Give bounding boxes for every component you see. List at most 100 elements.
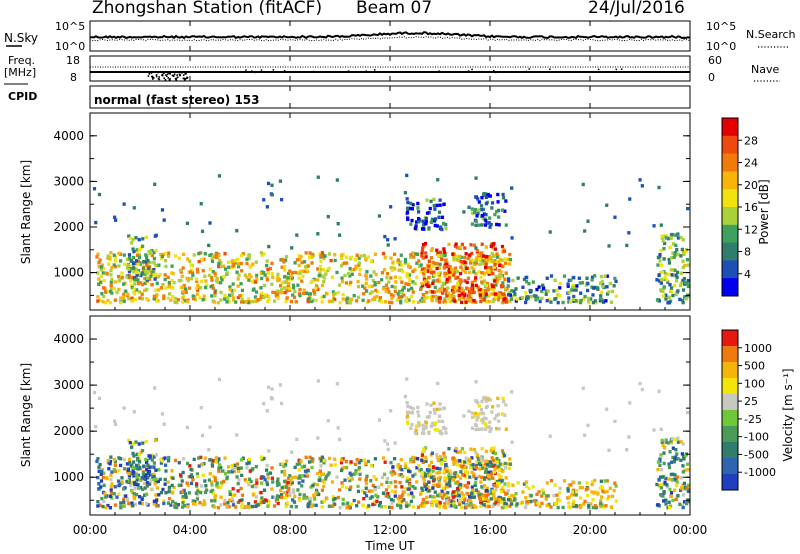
- velocity-cell: [671, 455, 675, 460]
- velocity-cell: [415, 424, 419, 428]
- velocity-cell: [491, 447, 495, 451]
- velocity-cell: [443, 504, 447, 508]
- velocity-cell: [108, 494, 113, 499]
- velocity-cell: [481, 458, 486, 463]
- power-cell: [142, 276, 147, 281]
- velocity-cell: [600, 495, 604, 499]
- power-cell: [138, 296, 142, 300]
- velocity-cell: [185, 425, 190, 430]
- power-cell: [443, 299, 447, 303]
- power-cell: [600, 290, 604, 294]
- velocity-cell: [420, 453, 425, 457]
- velocity-cell: [170, 469, 174, 473]
- velocity-cell: [424, 487, 429, 492]
- velocity-cell: [114, 422, 118, 427]
- power-cell: [132, 255, 136, 260]
- power-cell: [683, 280, 687, 285]
- velocity-cell: [171, 476, 175, 480]
- power-cell: [659, 248, 663, 253]
- power-cell: [407, 298, 411, 302]
- velocity-cell: [228, 490, 232, 494]
- velocity-cell: [336, 495, 340, 500]
- velocity-cell: [507, 497, 511, 502]
- power-cell: [267, 244, 271, 249]
- velocity-cell: [144, 464, 148, 469]
- velocity-cell: [628, 401, 632, 405]
- power-cell: [283, 258, 288, 263]
- power-cell: [302, 260, 307, 264]
- power-cell: [489, 267, 494, 272]
- velocity-cell: [176, 502, 180, 507]
- power-cell: [553, 278, 557, 282]
- velocity-cell: [117, 479, 121, 483]
- power-cell: [575, 284, 579, 288]
- power-cell: [371, 279, 375, 283]
- velocity-cell: [285, 493, 289, 498]
- power-cell: [357, 256, 361, 260]
- velocity-cell: [503, 466, 508, 470]
- power-cell: [375, 294, 379, 299]
- velocity-cell: [174, 458, 178, 463]
- velocity-cell: [427, 480, 431, 485]
- velocity-cell: [470, 411, 474, 415]
- velocity-cell: [463, 460, 467, 464]
- power-cell: [243, 273, 247, 277]
- velocity-cell: [479, 504, 483, 509]
- velocity-cell: [325, 496, 329, 501]
- velocity-cell: [377, 485, 381, 489]
- power-cell: [468, 298, 472, 302]
- velocity-cell: [243, 478, 247, 482]
- power-cell: [141, 282, 145, 287]
- power-cell: [145, 276, 150, 280]
- power-cell: [452, 255, 456, 260]
- velocity-cell: [421, 497, 425, 502]
- velocity-cell: [136, 486, 141, 491]
- velocity-cell: [272, 504, 277, 508]
- velocity-cell: [488, 398, 492, 402]
- velocity-cell: [474, 488, 478, 492]
- power-cell: [266, 271, 270, 275]
- velocity-cell: [383, 505, 388, 509]
- velocity-cell: [603, 479, 607, 483]
- power-cell: [497, 223, 501, 227]
- velocity-cell: [136, 467, 140, 471]
- velocity-cell: [432, 477, 437, 482]
- velocity-cell: [410, 411, 414, 415]
- velocity-cell: [270, 397, 274, 401]
- power-cell: [133, 278, 137, 282]
- power-cell: [231, 282, 235, 286]
- power-cell: [473, 207, 478, 212]
- velocity-cell: [460, 497, 464, 501]
- power-cell: [108, 301, 113, 305]
- velocity-cell: [270, 476, 274, 480]
- velocity-cell: [436, 381, 440, 386]
- velocity-cell: [292, 500, 297, 504]
- velocity-cell: [662, 461, 666, 466]
- velocity-cell: [561, 505, 565, 510]
- colorbar-segment: [722, 346, 738, 363]
- power-cell: [439, 288, 443, 292]
- velocity-cell: [521, 490, 525, 494]
- velocity-cell: [409, 460, 413, 464]
- power-cell: [510, 186, 514, 190]
- velocity-cell: [513, 497, 517, 501]
- power-cell: [364, 281, 368, 286]
- power-cell: [570, 288, 574, 292]
- power-cell: [460, 300, 464, 305]
- power-cell: [262, 198, 266, 202]
- frequency-point: [373, 69, 376, 71]
- velocity-cell: [198, 501, 202, 505]
- power-cell: [450, 296, 454, 301]
- power-cell: [473, 278, 477, 283]
- power-cell: [393, 275, 397, 279]
- velocity-cell: [661, 494, 665, 498]
- velocity-cell: [515, 502, 519, 506]
- power-cell: [554, 297, 558, 301]
- power-cell: [141, 266, 145, 270]
- velocity-cell: [582, 502, 586, 506]
- velocity-cell: [442, 492, 446, 496]
- power-cell: [541, 283, 545, 288]
- power-cell: [558, 286, 562, 290]
- velocity-cell: [122, 504, 126, 508]
- power-cell: [133, 261, 137, 266]
